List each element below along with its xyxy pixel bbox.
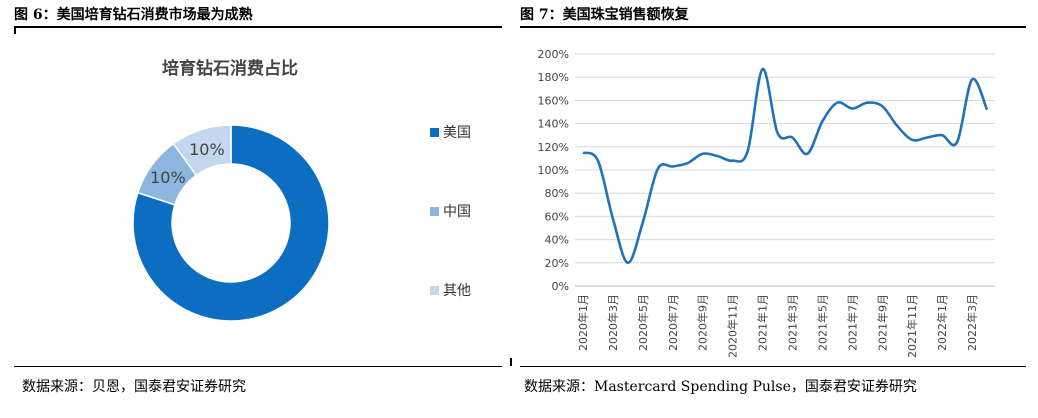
legend-swatch-1 bbox=[430, 128, 439, 137]
legend-label-1: 美国 bbox=[443, 125, 471, 141]
donut-slice-3 bbox=[172, 124, 232, 177]
y-tick-label-140: 140% bbox=[538, 118, 569, 131]
x-tick-label-1: 2020年1月 bbox=[576, 294, 590, 351]
line-chart: 0% 20% 40% 60% 80% 100% 120% 140% 160% 180% 200% 2… bbox=[538, 48, 995, 358]
figure-6-title: 图 6：美国培育钻石消费市场最为成熟 bbox=[14, 7, 253, 23]
y-tick-label-80: 80% bbox=[545, 187, 569, 200]
y-tick-label-100: 100% bbox=[538, 164, 569, 177]
legend-label-2: 中国 bbox=[443, 204, 471, 220]
x-tick-label-13: 2022年1月 bbox=[935, 294, 949, 351]
legend-swatch-3 bbox=[430, 286, 439, 295]
x-tick-label-12: 2021年11月 bbox=[905, 294, 919, 358]
figure-7-top-rule bbox=[520, 26, 1026, 28]
donut-data-label-1: 80% bbox=[288, 306, 324, 325]
donut-data-label-3: 10% bbox=[189, 140, 225, 159]
x-tick-label-11: 2021年9月 bbox=[875, 294, 889, 351]
figure-6-bottom-rule bbox=[14, 366, 502, 367]
x-tick-label-10: 2021年7月 bbox=[845, 294, 859, 351]
y-tick-label-120: 120% bbox=[538, 141, 569, 154]
legend-swatch-2 bbox=[430, 207, 439, 216]
figure-6-corner-mark bbox=[14, 26, 16, 34]
x-tick-label-6: 2020年11月 bbox=[726, 294, 740, 358]
figure-6-source: 数据来源：贝恩，国泰君安证券研究 bbox=[22, 379, 246, 395]
y-tick-label-60: 60% bbox=[545, 210, 569, 223]
donut-chart-title: 培育钻石消费占比 bbox=[162, 58, 298, 79]
x-tick-label-5: 2020年9月 bbox=[696, 294, 710, 351]
x-tick-label-9: 2021年5月 bbox=[815, 294, 829, 351]
figure-6-top-rule bbox=[14, 26, 502, 28]
figure-7-bottom-rule bbox=[520, 366, 1026, 367]
x-tick-label-7: 2021年1月 bbox=[756, 294, 770, 351]
line-chart-panel: 0% 20% 40% 60% 80% 100% 120% 140% 160% 180% 200% 2… bbox=[520, 34, 1028, 360]
legend-label-3: 其他 bbox=[443, 283, 471, 299]
donut-slice-1 bbox=[132, 124, 330, 322]
x-tick-label-14: 2022年3月 bbox=[965, 294, 979, 351]
y-tick-label-200: 200% bbox=[538, 48, 569, 61]
x-tick-label-3: 2020年5月 bbox=[636, 294, 650, 351]
x-tick-label-4: 2020年7月 bbox=[666, 294, 680, 351]
y-tick-label-20: 20% bbox=[545, 257, 569, 270]
donut-data-label-2: 10% bbox=[150, 168, 186, 187]
y-tick-label-0: 0% bbox=[552, 280, 569, 293]
y-tick-label-40: 40% bbox=[545, 234, 569, 247]
figure-7-source: 数据来源：Mastercard Spending Pulse，国泰君安证券研究 bbox=[524, 379, 917, 395]
donut-chart-panel: 培育钻石消费占比 80% 10% 10% 美国中国其他 bbox=[14, 34, 504, 360]
x-tick-label-8: 2021年3月 bbox=[785, 294, 799, 351]
figure-7-title: 图 7：美国珠宝销售额恢复 bbox=[520, 7, 689, 23]
series-line bbox=[582, 67, 989, 265]
y-tick-label-160: 160% bbox=[538, 94, 569, 107]
x-tick-label-2: 2020年3月 bbox=[606, 294, 620, 351]
y-tick-label-180: 180% bbox=[538, 71, 569, 84]
figure-7-corner-mark bbox=[510, 358, 512, 366]
